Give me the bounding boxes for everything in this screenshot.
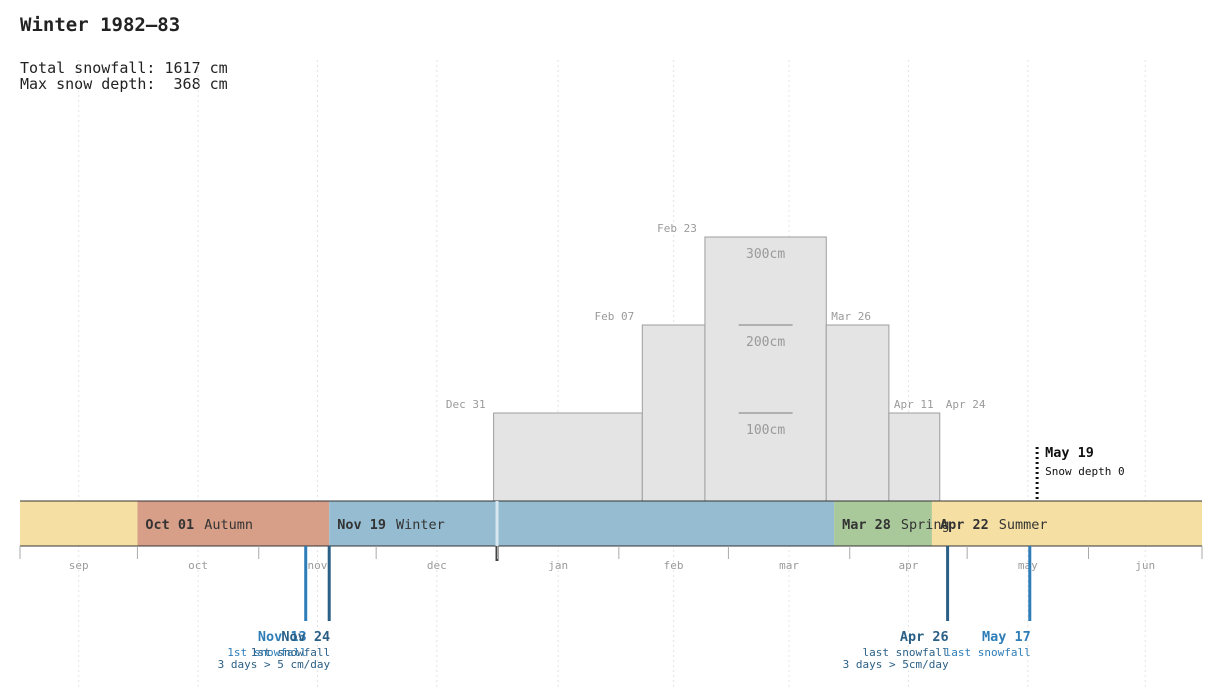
season-start-date: Oct 01 bbox=[145, 517, 194, 533]
month-label: sep bbox=[69, 559, 89, 572]
season-label: Mar 28 Spring bbox=[842, 517, 950, 533]
snowfall-event-date: Nov 24 bbox=[281, 629, 330, 645]
snowfall-event-label: last snowfall bbox=[863, 646, 949, 659]
season-label: Apr 22 Summer bbox=[940, 517, 1048, 533]
month-label: jan bbox=[548, 559, 568, 572]
snow-depth-step bbox=[704, 236, 827, 502]
snowfall-event-detail: 3 days > 5cm/day bbox=[843, 658, 949, 671]
season-segment bbox=[931, 501, 1202, 546]
total-snowfall-text: Total snowfall: 1617 cm bbox=[20, 59, 228, 77]
season-name: Winter bbox=[396, 517, 445, 533]
snowfall-event-label: last snowfall bbox=[945, 646, 1031, 659]
snowfall-event-date: May 17 bbox=[982, 629, 1031, 645]
season-label: Nov 19 Winter bbox=[337, 517, 445, 533]
snowfall-event-date: Nov 13 bbox=[258, 629, 307, 645]
snow-depth-date-label: Mar 26 bbox=[831, 310, 871, 323]
snow-depth-step bbox=[825, 324, 890, 502]
season-segment bbox=[329, 501, 835, 546]
stats-block: Total snowfall: 1617 cm Max snow depth: … bbox=[20, 60, 228, 92]
month-label: feb bbox=[664, 559, 684, 572]
snow-depth-date-label: Dec 31 bbox=[446, 398, 486, 411]
month-label: may bbox=[1018, 559, 1038, 572]
season-name: Summer bbox=[999, 517, 1048, 533]
season-segment bbox=[137, 501, 330, 546]
snowfall-event-date: Apr 26 bbox=[900, 629, 949, 645]
snowfall-event-label: 1st snowfall bbox=[251, 646, 330, 659]
season-segment bbox=[834, 501, 932, 546]
max-depth-text: Max snow depth: 368 cm bbox=[20, 75, 228, 93]
depth-scale-label: 300cm bbox=[746, 247, 785, 262]
snowfall-event-detail: 3 days > 5 cm/day bbox=[218, 658, 331, 671]
month-label: mar bbox=[779, 559, 799, 572]
month-label: dec bbox=[427, 559, 447, 572]
month-label: jun bbox=[1135, 559, 1155, 572]
snow-depth-step bbox=[493, 412, 643, 502]
season-start-date: Apr 22 bbox=[940, 517, 989, 533]
depth-scale-label: 100cm bbox=[746, 423, 785, 438]
season-name: Spring bbox=[901, 517, 950, 533]
season-label: Oct 01 Autumn bbox=[145, 517, 253, 533]
snow-depth-date-label: Apr 11 bbox=[894, 398, 934, 411]
snow-depth-date-label: Feb 07 bbox=[595, 310, 635, 323]
snow-depth-zero-text: Snow depth 0 bbox=[1045, 465, 1124, 478]
snow-depth-step bbox=[888, 412, 941, 502]
snow-depth-date-label: Feb 23 bbox=[657, 222, 697, 235]
month-label: apr bbox=[899, 559, 919, 572]
season-start-date: Nov 19 bbox=[337, 517, 386, 533]
month-label: nov bbox=[308, 559, 328, 572]
season-name: Autumn bbox=[204, 517, 253, 533]
chart-title: Winter 1982–83 bbox=[20, 14, 181, 36]
snow-depth-date-label: Apr 24 bbox=[946, 398, 986, 411]
snow-depth-zero-date: May 19 bbox=[1045, 445, 1094, 461]
snowfall-event-label: 1st snowfall bbox=[227, 646, 306, 659]
season-start-date: Mar 28 bbox=[842, 517, 891, 533]
depth-scale-label: 200cm bbox=[746, 335, 785, 350]
season-segment bbox=[20, 501, 138, 546]
snow-depth-step bbox=[641, 324, 706, 502]
month-label: oct bbox=[188, 559, 208, 572]
